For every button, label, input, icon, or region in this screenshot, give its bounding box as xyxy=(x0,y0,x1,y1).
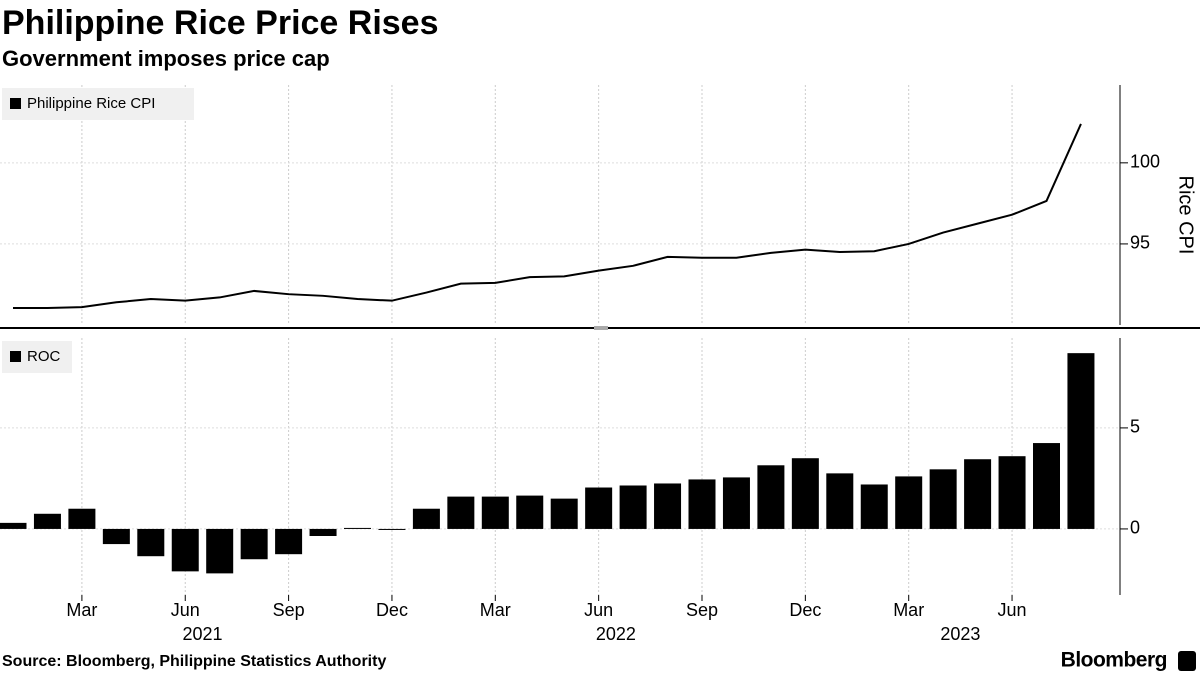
x-tick-label: Jun xyxy=(998,600,1027,620)
legend-box xyxy=(2,88,194,120)
bar xyxy=(206,528,234,574)
x-tick-label: Mar xyxy=(480,600,511,620)
x-year-label: 2021 xyxy=(182,624,222,644)
y-tick-label: 5 xyxy=(1130,417,1140,437)
bar xyxy=(33,513,61,529)
bar xyxy=(275,528,303,555)
bar xyxy=(688,479,716,529)
bar xyxy=(964,459,992,529)
x-tick-label: Jun xyxy=(584,600,613,620)
y-tick-label: 100 xyxy=(1130,152,1160,172)
bar xyxy=(619,485,647,529)
source: Source: Bloomberg, Philippine Statistics… xyxy=(2,653,386,670)
bar xyxy=(654,483,682,529)
bar xyxy=(550,498,578,529)
x-year-label: 2023 xyxy=(940,624,980,644)
brand-icon xyxy=(1178,651,1196,671)
bar xyxy=(309,528,337,537)
legend-swatch xyxy=(10,351,21,362)
bar xyxy=(378,528,406,530)
x-year-label: 2022 xyxy=(596,624,636,644)
bar xyxy=(929,469,957,529)
x-tick-label: Jun xyxy=(171,600,200,620)
bar xyxy=(412,508,440,529)
x-tick-label: Dec xyxy=(376,600,408,620)
chart-title: Philippine Rice Price Rises xyxy=(2,4,439,42)
bar xyxy=(240,528,268,560)
line xyxy=(13,123,1082,309)
legend-label: ROC xyxy=(27,348,61,365)
bar xyxy=(826,473,854,529)
y-axis-label: Rice CPI xyxy=(1175,176,1197,255)
bar xyxy=(860,484,888,529)
bar xyxy=(344,527,371,529)
bar xyxy=(1033,443,1060,529)
bar xyxy=(68,508,96,529)
x-tick-label: Sep xyxy=(273,600,305,620)
legend-swatch xyxy=(10,98,21,109)
bar xyxy=(447,496,475,529)
bar xyxy=(998,456,1026,529)
x-tick-label: Mar xyxy=(893,600,924,620)
bar xyxy=(137,528,165,557)
divider-handle xyxy=(594,326,608,330)
bar xyxy=(722,477,750,529)
bar xyxy=(516,495,544,529)
legend-label: Philippine Rice CPI xyxy=(27,95,155,112)
chart-subtitle: Government imposes price cap xyxy=(2,46,330,71)
bar xyxy=(0,522,27,529)
x-tick-label: Dec xyxy=(789,600,821,620)
bar xyxy=(757,465,785,529)
y-tick-label: 95 xyxy=(1130,233,1150,253)
bar xyxy=(895,476,923,529)
bar xyxy=(171,528,199,572)
bar xyxy=(102,528,130,545)
bar xyxy=(585,487,613,529)
x-tick-label: Mar xyxy=(66,600,97,620)
brand: Bloomberg xyxy=(1061,649,1167,672)
y-tick-label: 0 xyxy=(1130,518,1140,538)
bar xyxy=(1067,353,1095,529)
bar xyxy=(481,496,509,529)
x-tick-label: Sep xyxy=(686,600,718,620)
bar xyxy=(791,458,819,529)
